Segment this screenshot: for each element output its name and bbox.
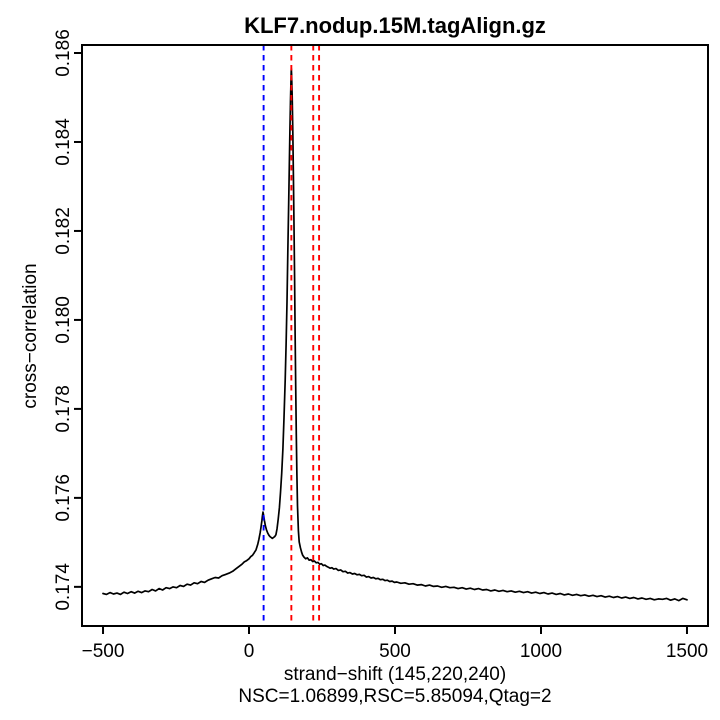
x-tick-label: 1000: [520, 641, 562, 662]
y-tick-label: 0.176: [53, 474, 74, 522]
y-axis-label: cross−correlation: [20, 263, 41, 408]
x-axis-label: strand−shift (145,220,240): [284, 664, 506, 685]
y-tick-label: 0.174: [53, 563, 74, 611]
y-tick-label: 0.184: [53, 118, 74, 166]
y-tick-label: 0.182: [53, 207, 74, 255]
y-tick-label: 0.186: [53, 29, 74, 77]
y-tick-label: 0.180: [53, 296, 74, 344]
x-tick-label: 500: [379, 641, 411, 662]
y-tick-label: 0.178: [53, 385, 74, 433]
cross-correlation-curve: [102, 67, 688, 602]
x-axis-sublabel: NSC=1.06899,RSC=5.85094,Qtag=2: [238, 686, 551, 707]
x-tick-label: −500: [82, 641, 125, 662]
plot-generated-layer: −500 0 500 1000 1500 0.174 0.176 0.178 0.180 0.18…: [53, 29, 708, 662]
x-tick-label: 1500: [666, 641, 708, 662]
plot-border: [81, 44, 709, 627]
plot-title: KLF7.nodup.15M.tagAlign.gz: [244, 13, 546, 38]
x-tick-label: 0: [244, 641, 255, 662]
